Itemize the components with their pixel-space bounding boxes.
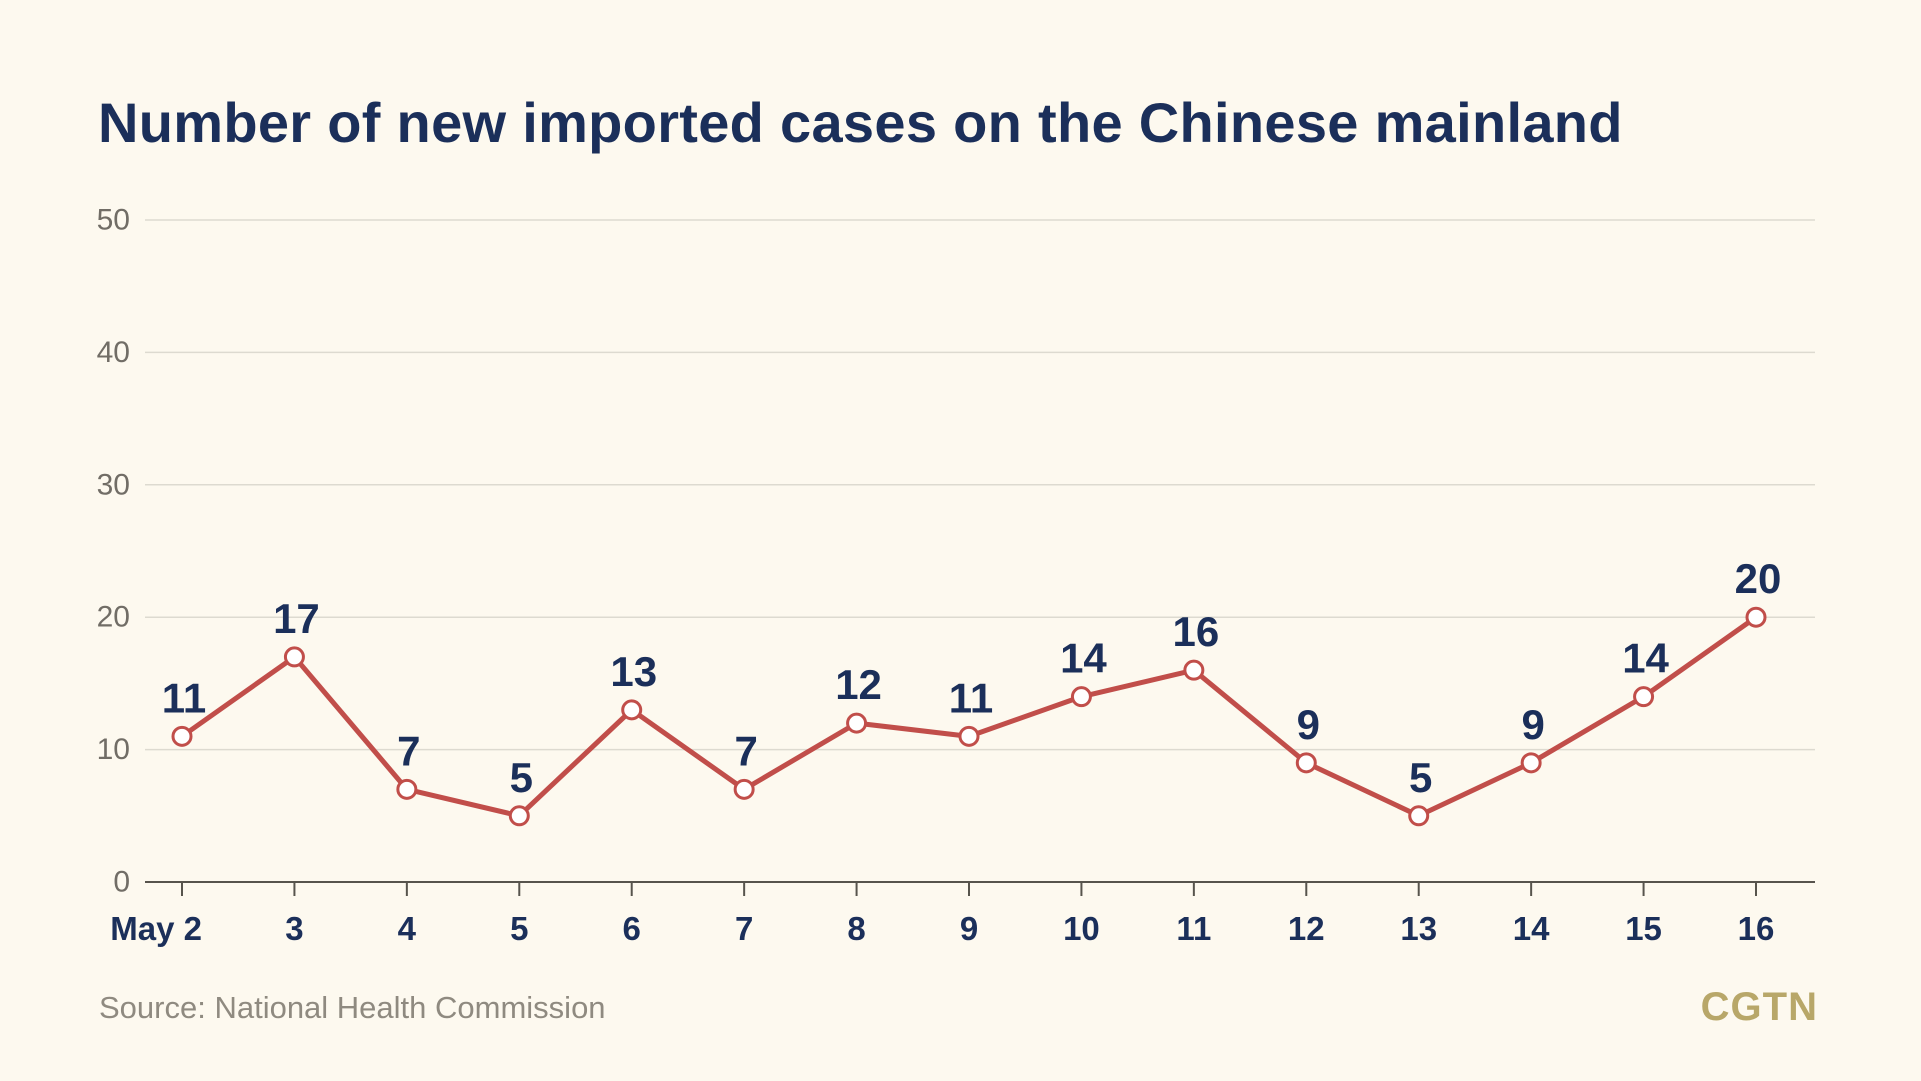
data-point — [1520, 752, 1542, 774]
data-point — [508, 805, 530, 827]
data-label: 7 — [397, 727, 420, 774]
data-label: 11 — [162, 674, 206, 721]
x-tick-label: May 2 — [110, 910, 202, 947]
data-points — [171, 606, 1767, 827]
x-tick-label: 7 — [735, 910, 753, 947]
x-tick-label: 8 — [847, 910, 865, 947]
y-tick-label: 40 — [97, 336, 130, 369]
x-tick-label: 5 — [510, 910, 528, 947]
data-label: 14 — [1622, 635, 1669, 682]
data-point — [1745, 606, 1767, 628]
x-tick-label: 10 — [1063, 910, 1100, 947]
data-point — [283, 646, 305, 668]
data-point — [846, 712, 868, 734]
x-tick-label: 9 — [960, 910, 978, 947]
data-label: 13 — [610, 648, 657, 695]
y-tick-label: 10 — [97, 733, 130, 766]
data-point — [1183, 659, 1205, 681]
chart-title: Number of new imported cases on the Chin… — [98, 91, 1623, 154]
data-label: 7 — [734, 727, 757, 774]
x-tick-label: 15 — [1625, 910, 1662, 947]
x-tick-label: 14 — [1513, 910, 1550, 947]
data-label: 9 — [1521, 701, 1544, 748]
data-label: 12 — [835, 661, 882, 708]
y-tick-label: 30 — [97, 468, 130, 501]
brand-logo: CGTN — [1700, 985, 1818, 1029]
data-label: 11 — [949, 674, 993, 721]
data-label: 9 — [1297, 701, 1320, 748]
x-axis — [145, 881, 1815, 896]
x-tick-label: 12 — [1288, 910, 1325, 947]
x-axis-tick-labels: May 2 3 4 5 6 7 8 9 10 11 12 13 14 15 16 — [110, 910, 1774, 947]
x-tick-label: 16 — [1738, 910, 1775, 947]
y-tick-label: 50 — [97, 204, 130, 237]
y-tick-label: 20 — [97, 601, 130, 634]
data-point — [1633, 686, 1655, 708]
y-axis-tick-labels: 0 10 20 30 40 50 — [97, 204, 130, 899]
x-tick-label: 11 — [1176, 910, 1211, 947]
y-tick-label: 0 — [113, 866, 130, 899]
data-label: 17 — [273, 595, 320, 642]
data-label: 5 — [510, 754, 533, 801]
source-note: Source: National Health Commission — [99, 990, 606, 1025]
data-point — [733, 778, 755, 800]
data-label: 16 — [1172, 608, 1219, 655]
data-label: 5 — [1409, 754, 1432, 801]
x-tick-label: 13 — [1400, 910, 1437, 947]
data-labels: 11 17 7 5 13 7 12 11 14 16 9 5 9 14 20 — [162, 555, 1782, 801]
data-point — [171, 725, 193, 747]
x-tick-label: 3 — [285, 910, 303, 947]
data-label: 14 — [1060, 635, 1107, 682]
data-point — [621, 699, 643, 721]
data-point — [1070, 686, 1092, 708]
x-tick-label: 6 — [623, 910, 641, 947]
gridlines — [145, 219, 1815, 751]
data-point — [1295, 752, 1317, 774]
data-point — [396, 778, 418, 800]
x-tick-label: 4 — [398, 910, 417, 947]
data-point — [1408, 805, 1430, 827]
data-point — [958, 725, 980, 747]
data-label: 20 — [1735, 555, 1782, 602]
